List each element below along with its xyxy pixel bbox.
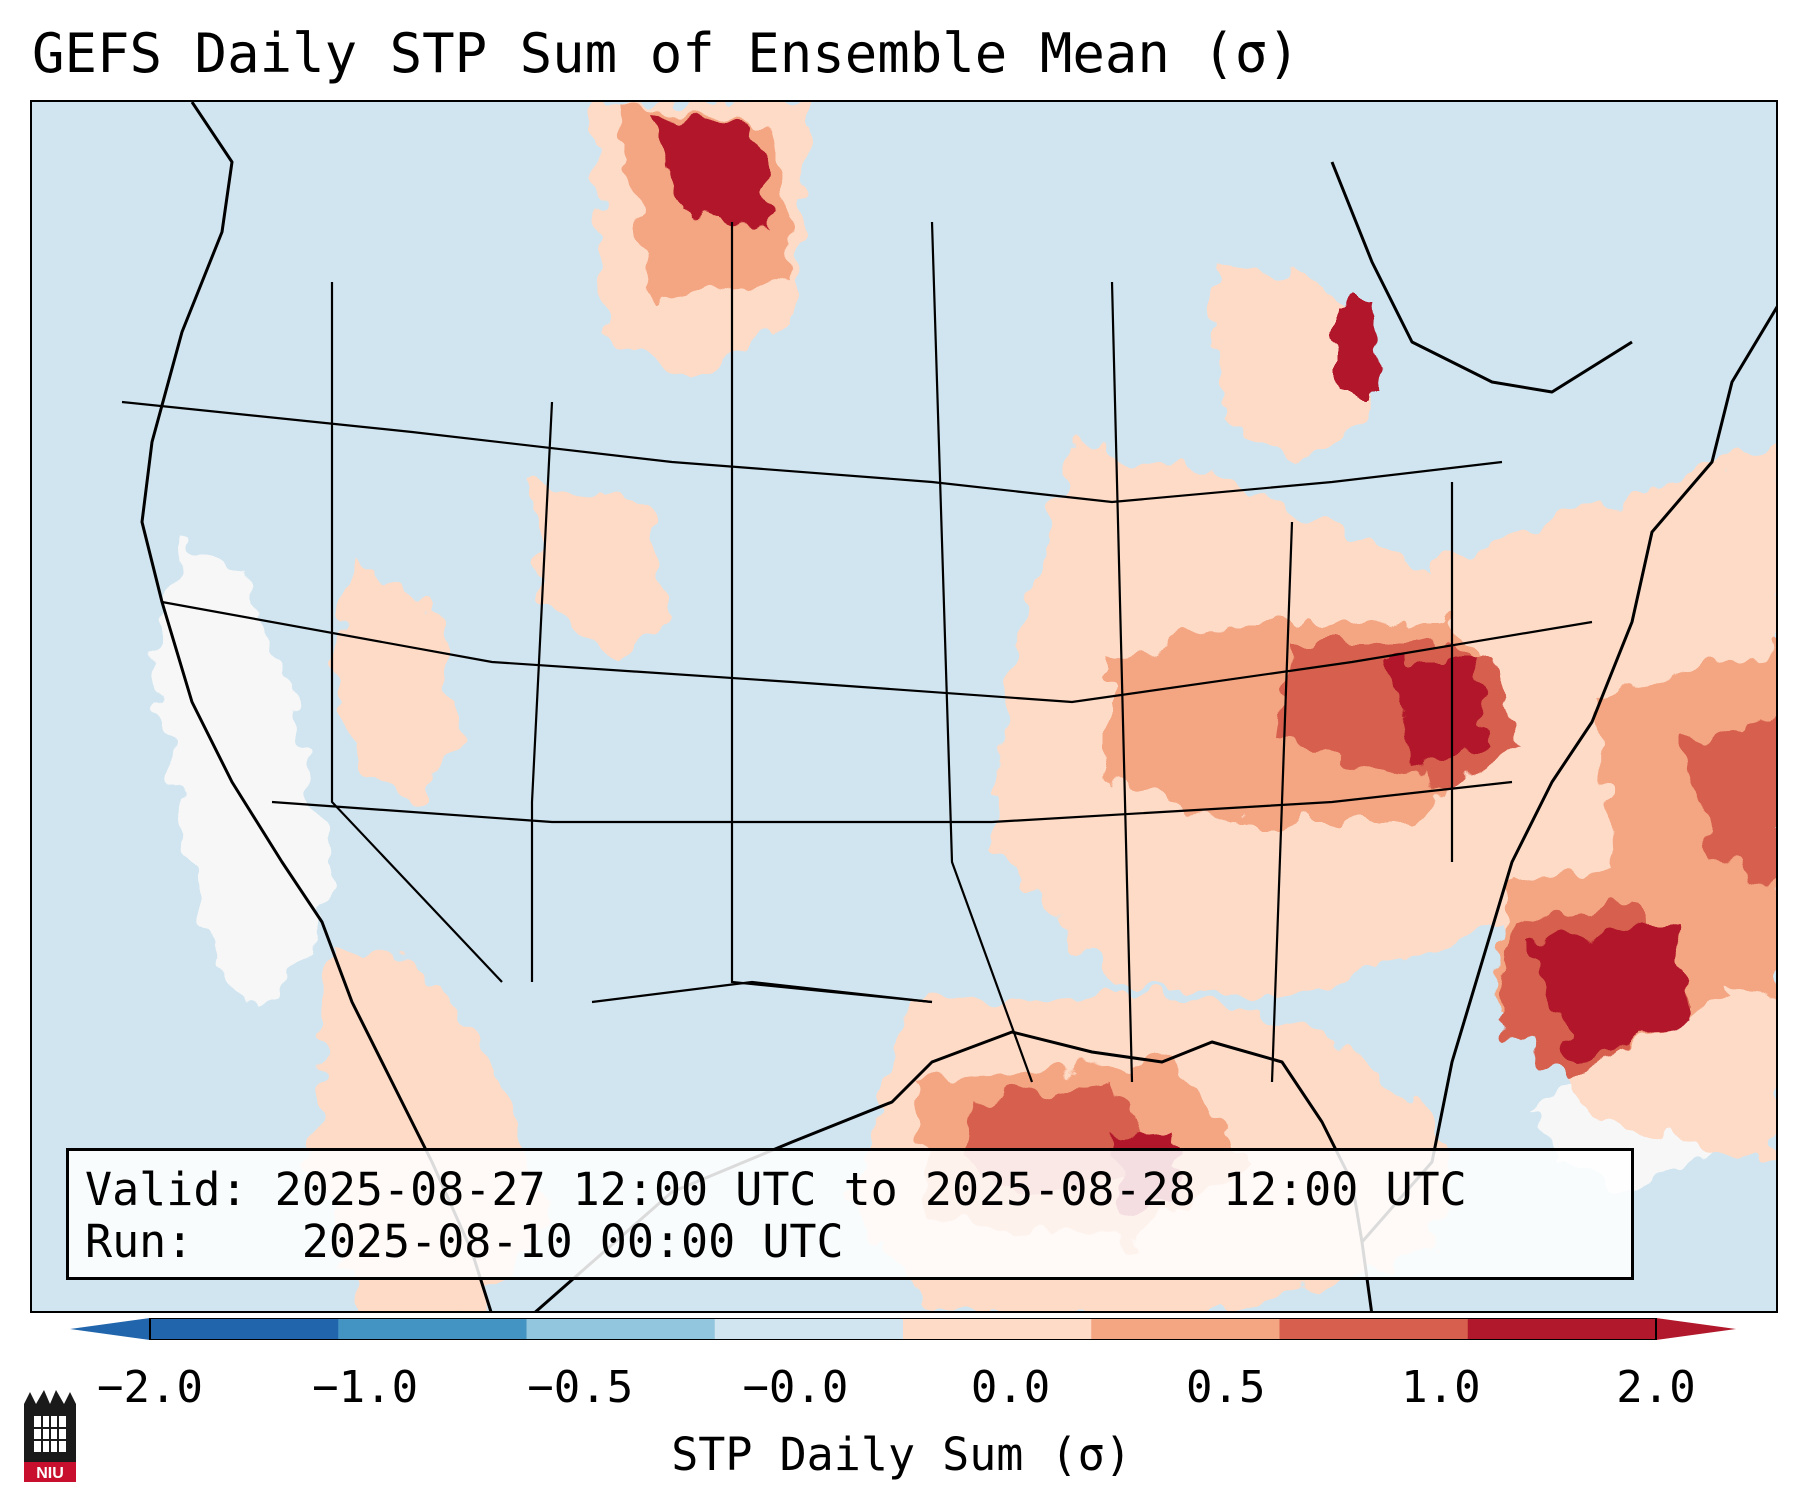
niu-logo: NIU <box>24 1390 76 1482</box>
colorbar-tick-label: 0.5 <box>1185 1362 1266 1413</box>
valid-line: Valid: 2025-08-27 12:00 UTC to 2025-08-2… <box>85 1163 1467 1217</box>
valid-label: Valid: <box>85 1163 248 1216</box>
colorbar-tick-label: −1.0 <box>312 1362 419 1413</box>
colorbar-segment <box>338 1318 527 1340</box>
colorbar-segment <box>526 1318 716 1340</box>
colorbar-tick-label: 2.0 <box>1616 1362 1696 1413</box>
run-value: 2025-08-10 00:00 UTC <box>301 1215 844 1268</box>
colorbar-segment <box>150 1318 339 1340</box>
colorbar-extend-low <box>70 1318 150 1340</box>
colorbar-segment <box>1091 1318 1280 1340</box>
colorbar-segment <box>714 1318 904 1340</box>
validity-info-box: Valid: 2025-08-27 12:00 UTC to 2025-08-2… <box>66 1148 1634 1280</box>
colorbar <box>70 1318 1736 1340</box>
colorbar-tick-label: −2.0 <box>97 1362 203 1413</box>
valid-value: 2025-08-27 12:00 UTC to 2025-08-28 12:00… <box>274 1163 1467 1216</box>
svg-text:NIU: NIU <box>36 1465 64 1482</box>
colorbar-segment <box>903 1318 1092 1340</box>
colorbar-tick-label: −0.0 <box>742 1362 849 1413</box>
map-canvas <box>32 102 1776 1311</box>
colorbar-tick-label: −0.5 <box>527 1362 634 1413</box>
run-line: Run: 2025-08-10 00:00 UTC <box>85 1215 844 1269</box>
colorbar-segment <box>1467 1318 1657 1340</box>
colorbar-segment <box>1279 1318 1469 1340</box>
colorbar-tick-label: 1.0 <box>1401 1362 1481 1413</box>
chart-title: GEFS Daily STP Sum of Ensemble Mean (σ) <box>32 22 1300 85</box>
colorbar-extend-high <box>1656 1318 1736 1340</box>
coastlines <box>140 102 1776 1311</box>
state-borders <box>121 221 1593 1083</box>
run-label: Run: <box>85 1215 194 1268</box>
colorbar-label: STP Daily Sum (σ) <box>671 1428 1132 1481</box>
map-panel <box>30 100 1778 1313</box>
colorbar-tick-label: 0.0 <box>970 1362 1051 1413</box>
